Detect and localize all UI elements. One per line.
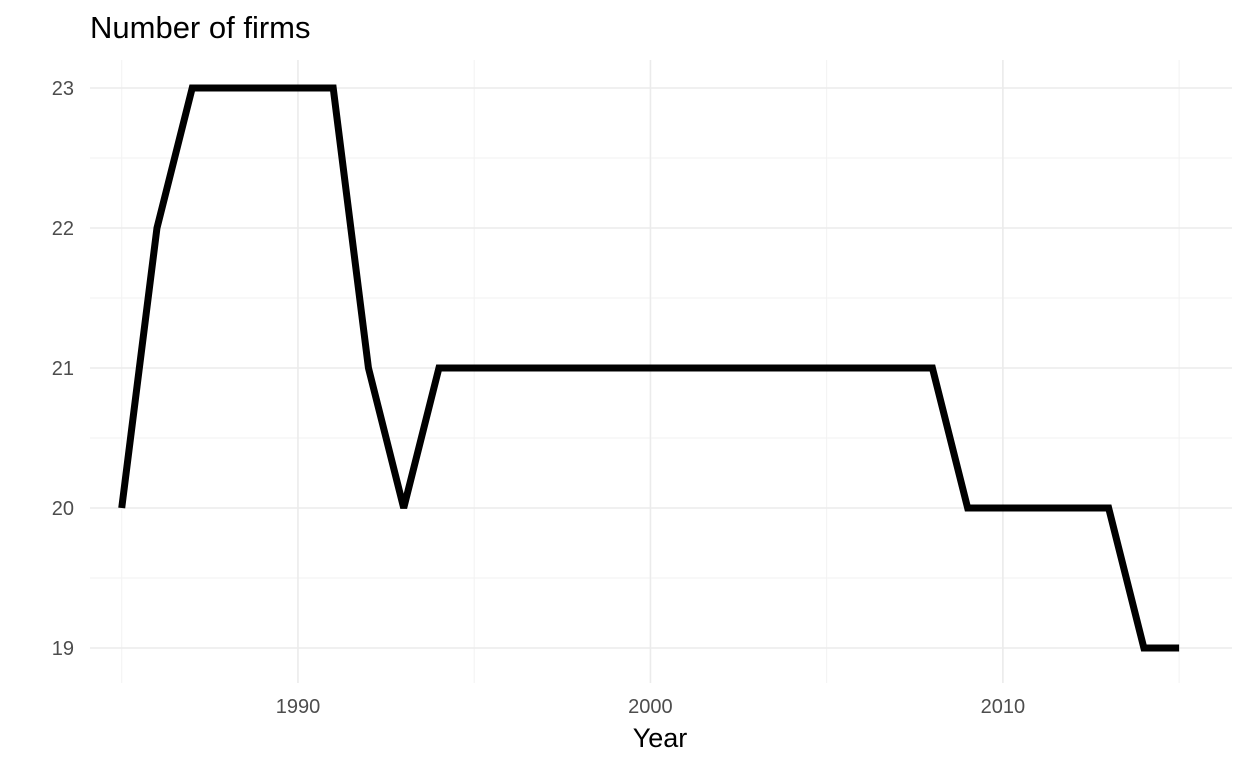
y-tick-label: 23: [52, 78, 74, 100]
y-tick-label: 20: [52, 498, 74, 520]
y-tick-label: 21: [52, 358, 74, 380]
y-axis-ticks: 19 20 21 22 23: [52, 78, 74, 660]
y-tick-label: 19: [52, 638, 74, 660]
y-tick-label: 22: [52, 218, 74, 240]
x-tick-label: 2010: [981, 696, 1026, 718]
series-layer: [118, 84, 1180, 652]
x-tick-label: 1990: [276, 696, 321, 718]
x-tick-label: 2000: [628, 696, 673, 718]
series-line: [118, 84, 1180, 652]
x-axis-label: Year: [633, 723, 688, 753]
x-axis-ticks: 1990 2000 2010: [276, 696, 1025, 718]
chart-title: Number of firms: [90, 10, 311, 45]
